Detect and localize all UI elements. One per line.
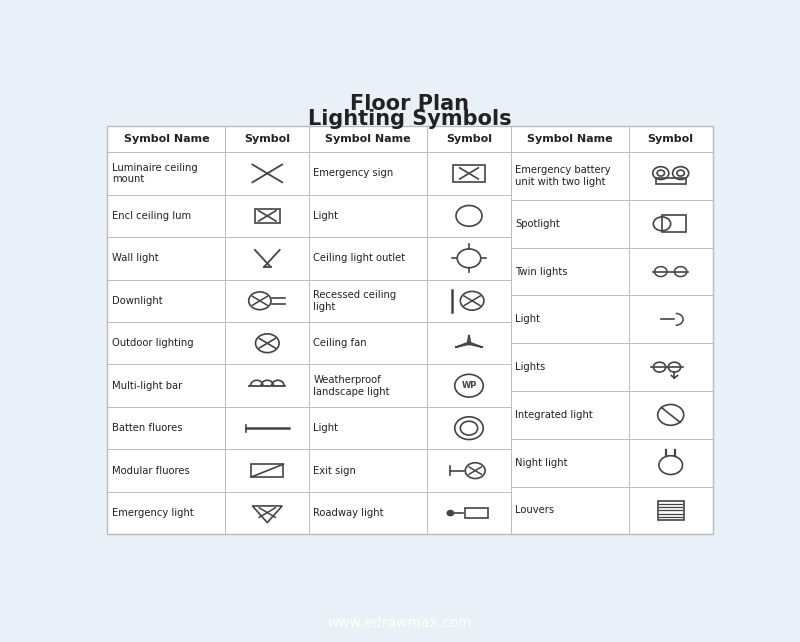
Text: Luminaire ceiling
mount: Luminaire ceiling mount: [112, 162, 198, 184]
Text: Symbol Name: Symbol Name: [124, 134, 210, 144]
Text: Ceiling light outlet: Ceiling light outlet: [314, 254, 406, 263]
Text: Symbol: Symbol: [244, 134, 290, 144]
Bar: [662, 216, 686, 232]
Bar: [453, 165, 485, 182]
Text: Light: Light: [314, 423, 338, 433]
Text: Emergency light: Emergency light: [112, 508, 194, 518]
Text: Emergency sign: Emergency sign: [314, 168, 394, 178]
Bar: [465, 508, 488, 518]
Text: Symbol: Symbol: [648, 134, 694, 144]
Text: Light: Light: [314, 211, 338, 221]
Text: Symbol: Symbol: [446, 134, 492, 144]
Text: Weatherproof
landscape light: Weatherproof landscape light: [314, 375, 390, 397]
Text: www.edrawmax.com: www.edrawmax.com: [328, 616, 472, 630]
Text: Integrated light: Integrated light: [515, 410, 593, 420]
Text: Encl ceiling lum: Encl ceiling lum: [112, 211, 191, 221]
Text: Batten fluores: Batten fluores: [112, 423, 182, 433]
Circle shape: [447, 510, 454, 516]
Text: Recessed ceiling
light: Recessed ceiling light: [314, 290, 397, 311]
Text: Roadway light: Roadway light: [314, 508, 384, 518]
Text: Downlight: Downlight: [112, 296, 162, 306]
Text: Multi-light bar: Multi-light bar: [112, 381, 182, 391]
FancyBboxPatch shape: [107, 126, 713, 534]
Text: Lighting Symbols: Lighting Symbols: [308, 109, 512, 129]
Text: WP: WP: [462, 381, 477, 390]
Bar: [251, 464, 283, 477]
Text: Twin lights: Twin lights: [515, 266, 568, 277]
Text: Floor Plan: Floor Plan: [350, 94, 470, 114]
Text: Wall light: Wall light: [112, 254, 158, 263]
Bar: [255, 209, 280, 223]
Bar: [658, 501, 684, 520]
Text: Symbol Name: Symbol Name: [326, 134, 411, 144]
Text: Night light: Night light: [515, 458, 568, 467]
Text: Modular fluores: Modular fluores: [112, 465, 190, 476]
Text: Light: Light: [515, 315, 540, 324]
Text: Emergency battery
unit with two light: Emergency battery unit with two light: [515, 165, 611, 187]
Text: Lights: Lights: [515, 362, 546, 372]
Circle shape: [467, 342, 471, 345]
Text: Spotlight: Spotlight: [515, 219, 560, 229]
Text: Exit sign: Exit sign: [314, 465, 356, 476]
Text: Louvers: Louvers: [515, 505, 554, 516]
Text: Outdoor lighting: Outdoor lighting: [112, 338, 194, 348]
Text: Ceiling fan: Ceiling fan: [314, 338, 367, 348]
Bar: [656, 178, 686, 184]
Text: Symbol Name: Symbol Name: [527, 134, 613, 144]
